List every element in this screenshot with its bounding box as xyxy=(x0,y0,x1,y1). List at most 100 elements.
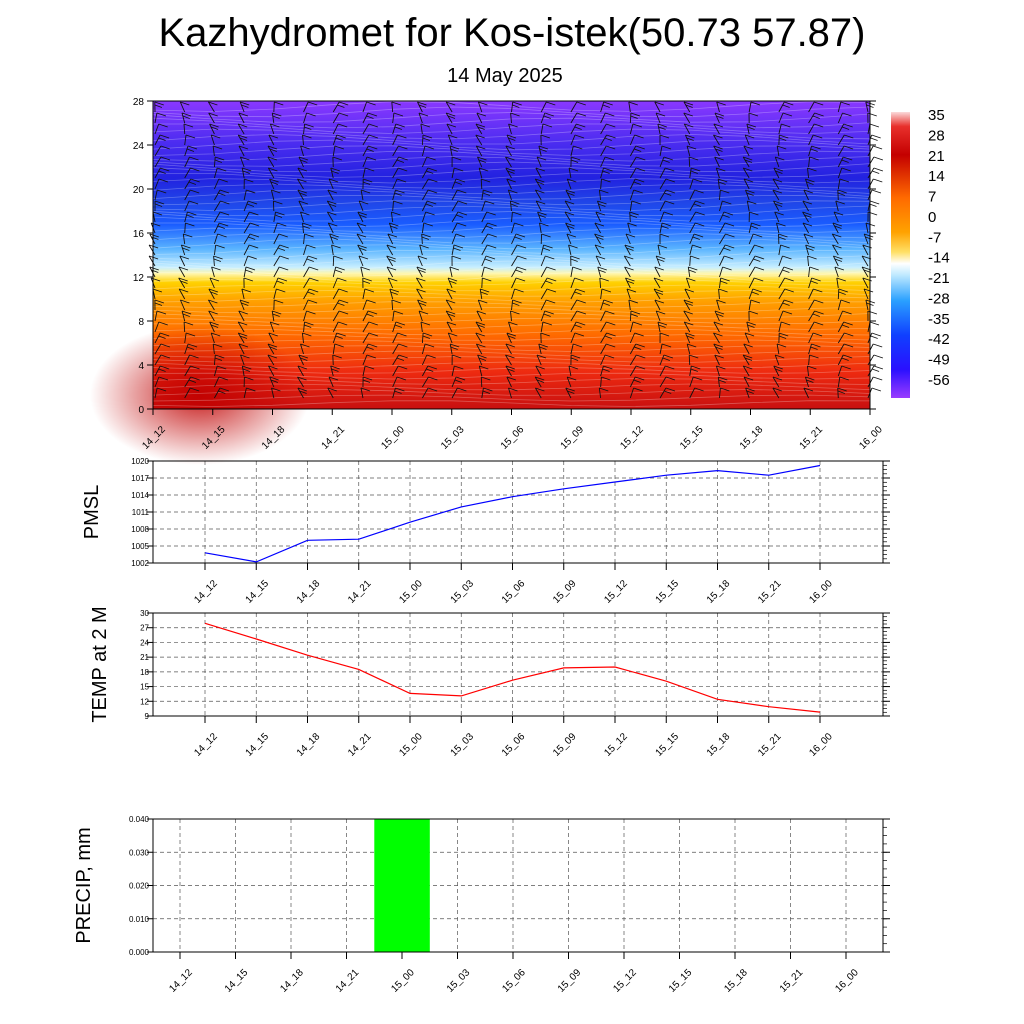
wind-barb xyxy=(600,332,616,344)
wind-barb-flag xyxy=(330,365,340,370)
wind-barb xyxy=(386,244,397,256)
wind-barb xyxy=(362,134,379,146)
wind-barb xyxy=(417,101,427,113)
wind-barb xyxy=(154,145,171,157)
wind-barb-staff xyxy=(184,387,191,399)
wind-barb-staff xyxy=(511,277,517,289)
wind-barb-flag xyxy=(476,343,486,348)
wind-barb xyxy=(445,101,456,113)
wind-barb xyxy=(481,189,493,201)
wind-barb-flag xyxy=(625,277,635,282)
wind-barb-flag xyxy=(597,200,607,205)
wind-barb-flag xyxy=(417,299,427,304)
wind-barb-flag xyxy=(238,123,248,128)
wind-barb xyxy=(331,244,341,256)
wind-barb-staff xyxy=(659,200,666,212)
wind-barb xyxy=(713,343,723,355)
y-tick-label: 12 xyxy=(133,273,145,284)
wind-barb xyxy=(570,101,586,113)
wind-barb xyxy=(480,178,491,190)
wind-barb-staff xyxy=(540,112,546,124)
wind-barb-flag xyxy=(212,145,223,150)
wind-barb-flag xyxy=(248,236,256,240)
wind-barb-flag xyxy=(516,244,527,249)
wind-barb xyxy=(683,123,694,135)
wind-barb xyxy=(332,332,346,344)
wind-barb-staff xyxy=(600,332,607,344)
wind-barb xyxy=(748,288,762,300)
wind-barb-staff xyxy=(184,200,190,212)
wind-barb-flag xyxy=(366,346,374,350)
wind-barb-staff xyxy=(773,365,780,377)
wind-barb xyxy=(535,365,545,377)
wind-barb-staff xyxy=(570,112,578,124)
wind-barb xyxy=(475,134,485,146)
wind-barb xyxy=(808,277,821,289)
wind-barb xyxy=(416,277,426,289)
wind-barb xyxy=(654,101,664,113)
wind-barb-flag xyxy=(715,346,723,350)
wind-barb-flag xyxy=(630,313,638,317)
wind-barb-flag xyxy=(842,310,852,315)
wind-barb-staff xyxy=(392,376,398,388)
wind-barb-flag xyxy=(657,258,665,262)
wind-barb xyxy=(184,189,200,201)
wind-barb-staff xyxy=(148,244,156,256)
wind-barb xyxy=(837,299,851,311)
wind-barb-flag xyxy=(749,211,759,216)
wind-barb-flag xyxy=(297,387,308,392)
wind-barb-staff xyxy=(713,134,720,146)
wind-barb-flag xyxy=(448,134,458,139)
wind-barb-flag xyxy=(716,115,724,119)
wind-barb-flag xyxy=(421,236,430,240)
wind-barb-flag xyxy=(246,203,255,207)
wind-barb xyxy=(417,255,428,267)
wind-barb xyxy=(327,189,338,201)
wind-barb-flag xyxy=(745,134,755,139)
wind-barb-flag xyxy=(417,255,428,260)
wind-barb xyxy=(356,222,367,234)
wind-barb-staff xyxy=(629,167,637,179)
wind-barb xyxy=(714,112,725,124)
wind-barb-flag xyxy=(871,134,881,139)
wind-barb xyxy=(655,310,666,322)
wind-barb xyxy=(834,266,845,278)
x-tick-label: 15_06 xyxy=(500,967,528,995)
wind-barb-staff xyxy=(481,200,486,212)
wind-barb-staff xyxy=(624,244,631,256)
wind-barb-flag xyxy=(633,387,643,392)
wind-barb xyxy=(421,156,436,168)
wind-barb-flag xyxy=(309,266,319,271)
wind-barb-staff xyxy=(808,101,815,113)
wind-barb-flag xyxy=(774,203,783,207)
wind-barb-staff xyxy=(449,145,453,157)
wind-barb-flag xyxy=(446,112,456,117)
wind-barb xyxy=(270,189,281,201)
wind-barb-staff xyxy=(505,167,512,179)
wind-barb-flag xyxy=(843,145,854,150)
wind-barb xyxy=(566,178,577,190)
x-tick-label: 15_09 xyxy=(559,424,587,452)
wind-barb-staff xyxy=(808,299,815,311)
wind-barb xyxy=(477,354,487,366)
wind-barb-staff xyxy=(510,310,512,322)
wind-barb-staff xyxy=(867,156,875,168)
wind-barb-staff xyxy=(267,354,275,366)
wind-barb xyxy=(778,112,793,124)
wind-barb-flag xyxy=(838,291,846,295)
wind-barb xyxy=(154,354,171,366)
wind-barb-staff xyxy=(208,112,215,124)
x-tick-label: 15_12 xyxy=(618,424,646,452)
x-tick-label: 14_15 xyxy=(244,731,272,759)
wind-barb xyxy=(867,178,883,190)
wind-barb xyxy=(653,288,664,300)
wind-barb-flag xyxy=(841,167,851,172)
wind-barb-staff xyxy=(392,167,399,179)
wind-barb xyxy=(597,200,607,212)
wind-barb-staff xyxy=(328,376,334,388)
wind-barb xyxy=(748,255,765,267)
wind-barb-flag xyxy=(802,200,813,205)
wind-barb xyxy=(808,101,824,113)
wind-barb-staff xyxy=(508,123,512,135)
wind-barb-staff xyxy=(564,211,572,223)
